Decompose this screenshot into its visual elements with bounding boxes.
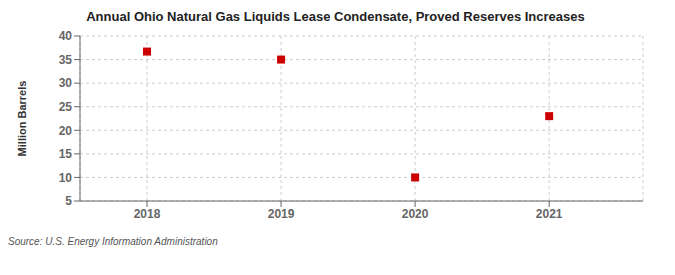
svg-text:Million Barrels: Million Barrels <box>16 81 28 157</box>
svg-text:2018: 2018 <box>134 207 161 221</box>
svg-text:25: 25 <box>59 100 73 114</box>
svg-text:2021: 2021 <box>536 207 563 221</box>
svg-text:10: 10 <box>59 171 73 185</box>
svg-text:5: 5 <box>65 194 72 208</box>
svg-text:35: 35 <box>59 53 73 67</box>
svg-text:40: 40 <box>59 29 73 43</box>
svg-text:30: 30 <box>59 76 73 90</box>
html-text:Source: U.S. Energy Informatio: Source: U.S. Energy Information Administ… <box>8 236 218 247</box>
svg-text:20: 20 <box>59 124 73 138</box>
svg-text:15: 15 <box>59 147 73 161</box>
html-text:Annual Ohio Natural Gas Liquid: Annual Ohio Natural Gas Liquids Lease Co… <box>86 9 585 24</box>
svg-text:2019: 2019 <box>268 207 295 221</box>
svg-text:2020: 2020 <box>402 207 429 221</box>
